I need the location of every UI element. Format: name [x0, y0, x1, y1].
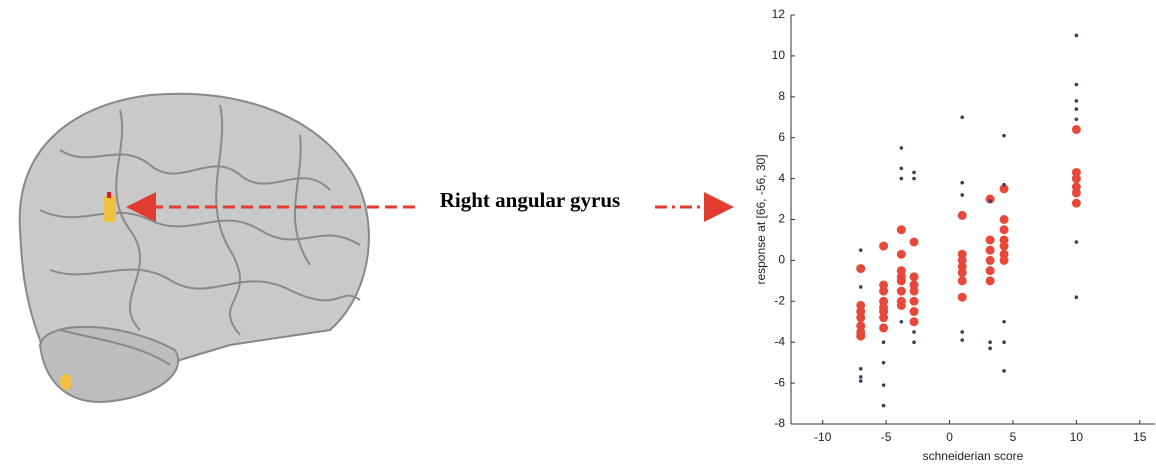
- point: [1075, 99, 1079, 103]
- x-tick-label: 15: [1133, 430, 1147, 444]
- x-tick-label: 0: [946, 430, 953, 444]
- point: [1072, 188, 1081, 197]
- point: [1000, 225, 1009, 234]
- point: [960, 181, 964, 185]
- point: [897, 250, 906, 259]
- point: [856, 313, 865, 322]
- point: [912, 330, 916, 334]
- point: [856, 264, 865, 273]
- y-axis-label: response at [66, -56, 30]: [754, 154, 768, 284]
- figure: Right angular gyrus -8 -6 -4 -2 0 2 4 6 8 10 12 -10…: [0, 0, 1156, 466]
- point: [1075, 117, 1079, 121]
- point: [910, 272, 919, 281]
- point: [1072, 199, 1081, 208]
- point: [1000, 242, 1009, 251]
- point: [1002, 369, 1006, 373]
- point: [1000, 256, 1009, 265]
- point: [988, 347, 992, 351]
- point: [879, 323, 888, 332]
- point: [960, 330, 964, 334]
- x-tick-label: -5: [881, 430, 892, 444]
- x-tick-label: 10: [1070, 430, 1084, 444]
- point: [960, 193, 964, 197]
- point: [958, 276, 967, 285]
- point: [912, 171, 916, 175]
- point: [910, 307, 919, 316]
- point: [960, 115, 964, 119]
- point: [986, 246, 995, 255]
- point: [910, 317, 919, 326]
- x-axis-label: schneiderian score: [923, 449, 1024, 463]
- point: [882, 383, 886, 387]
- point: [1075, 295, 1079, 299]
- annotation: Right angular gyrus: [440, 188, 620, 212]
- point: [912, 177, 916, 181]
- point: [859, 285, 863, 289]
- point: [960, 338, 964, 342]
- point: [900, 146, 904, 150]
- y-tick-label: -8: [774, 416, 785, 430]
- y-tick-label: -6: [774, 375, 785, 389]
- point: [1072, 174, 1081, 183]
- y-tick-label: -4: [774, 334, 785, 348]
- point: [900, 177, 904, 181]
- point: [897, 301, 906, 310]
- point: [897, 287, 906, 296]
- point: [1002, 340, 1006, 344]
- point: [900, 167, 904, 171]
- y-tick-label: 0: [778, 253, 785, 267]
- point: [879, 242, 888, 251]
- point: [879, 313, 888, 322]
- point: [958, 293, 967, 302]
- point: [1002, 320, 1006, 324]
- point: [988, 340, 992, 344]
- point: [910, 287, 919, 296]
- point: [1000, 215, 1009, 224]
- point: [1075, 34, 1079, 38]
- point: [910, 297, 919, 306]
- y-tick-label: 2: [778, 212, 785, 226]
- y-tick-label: -2: [774, 293, 785, 307]
- point: [986, 256, 995, 265]
- point: [859, 375, 863, 379]
- y-tick-label: 4: [778, 171, 785, 185]
- point: [897, 276, 906, 285]
- point: [859, 367, 863, 371]
- point: [1002, 134, 1006, 138]
- point: [1002, 183, 1006, 187]
- point: [1075, 83, 1079, 87]
- point: [856, 332, 865, 341]
- point: [882, 340, 886, 344]
- y-tick-label: 12: [772, 7, 786, 21]
- point: [897, 225, 906, 234]
- point: [912, 340, 916, 344]
- x-tick-label: -10: [814, 430, 832, 444]
- point: [986, 276, 995, 285]
- point: [879, 287, 888, 296]
- point: [900, 320, 904, 324]
- point: [958, 211, 967, 220]
- y-tick-label: 8: [778, 89, 785, 103]
- point: [958, 268, 967, 277]
- point: [1075, 240, 1079, 244]
- point: [859, 248, 863, 252]
- point: [859, 379, 863, 383]
- point: [988, 199, 992, 203]
- brain-image: [20, 94, 369, 402]
- x-tick-label: 5: [1010, 430, 1017, 444]
- point: [986, 266, 995, 275]
- point: [882, 404, 886, 408]
- point: [1075, 107, 1079, 111]
- point: [882, 361, 886, 365]
- point: [1072, 125, 1081, 134]
- y-tick-label: 6: [778, 130, 785, 144]
- point: [910, 237, 919, 246]
- y-tick-label: 10: [772, 48, 786, 62]
- point: [986, 235, 995, 244]
